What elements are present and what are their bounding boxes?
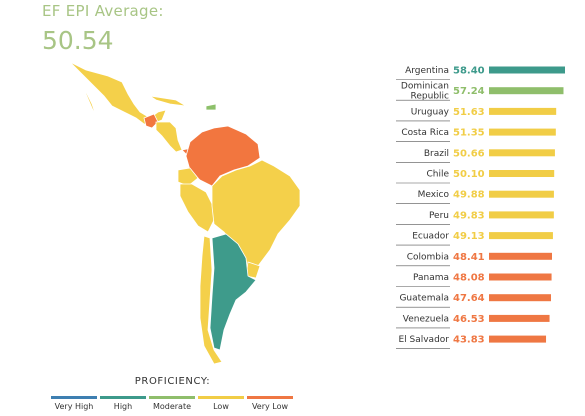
bar-peru [489,211,554,219]
bar-ecuador [489,232,553,240]
category-label-ecuador: Ecuador [412,232,449,242]
value-label-brazil: 50.66 [453,148,485,159]
bar-brazil [489,149,555,157]
proficiency-legend: Very High High Moderate Low Very Low [51,396,297,416]
category-label-dominican-republic: Dominican Republic [401,82,449,102]
category-label-uruguay: Uruguay [411,107,450,117]
bar-panama [489,273,552,281]
bar-chile [489,170,555,177]
category-label-venezuela: Venezuela [403,314,449,324]
value-label-chile: 50.10 [453,169,485,180]
map-argentina [209,233,257,351]
category-label-argentina: Argentina [405,66,449,76]
value-label-uruguay: 51.63 [453,107,485,118]
bar-argentina [489,66,565,74]
map-cuba [149,95,187,107]
category-label-brazil: Brazil [424,149,449,159]
map-chile [199,235,223,365]
legend-title: PROFICIENCY: [134,376,211,387]
category-label-costa-rica: Costa Rica [401,128,449,138]
bar-dominican-republic [489,87,564,95]
map-central-very-low [143,113,159,129]
value-label-costa-rica: 51.35 [453,128,485,139]
legend-item-high: High [100,396,146,411]
latin-america-map [69,61,301,365]
map-dominican-republic [205,103,217,111]
bar-el-salvador [489,335,547,343]
average-value: 50.54 [42,26,114,55]
bar-colombia [489,252,552,260]
value-label-panama: 48.08 [453,273,485,284]
legend-item-very-high: Very High [51,396,97,411]
average-label: EF EPI Average: [42,2,164,20]
category-label-colombia: Colombia [407,252,449,262]
value-label-argentina: 58.40 [453,66,485,77]
legend-item-low: Low [198,396,244,411]
value-label-dominican-republic: 57.24 [453,86,485,97]
bar-costa-rica [489,128,556,136]
value-label-peru: 49.83 [453,210,485,221]
value-label-el-salvador: 43.83 [453,335,485,346]
value-label-mexico: 49.88 [453,190,485,201]
category-label-el-salvador: El Salvador [398,335,449,345]
value-label-guatemala: 47.64 [453,293,485,304]
bar-uruguay [489,107,557,115]
legend-item-moderate: Moderate [149,396,195,411]
map-central-low [155,121,183,153]
value-label-ecuador: 49.13 [453,231,485,242]
bar-venezuela [489,314,550,322]
category-label-panama: Panama [413,273,449,283]
bar-guatemala [489,294,551,302]
category-label-guatemala: Guatemala [399,294,449,304]
category-label-chile: Chile [426,170,449,180]
value-label-colombia: 48.41 [453,252,485,263]
category-label-mexico: Mexico [418,190,450,200]
legend-item-very-low: Very Low [247,396,293,411]
map-ecuador [177,167,199,187]
map-peru [179,183,215,233]
value-label-venezuela: 46.53 [453,314,485,325]
map-mexico [69,61,167,125]
bar-mexico [489,190,554,198]
category-label-peru: Peru [429,211,449,221]
